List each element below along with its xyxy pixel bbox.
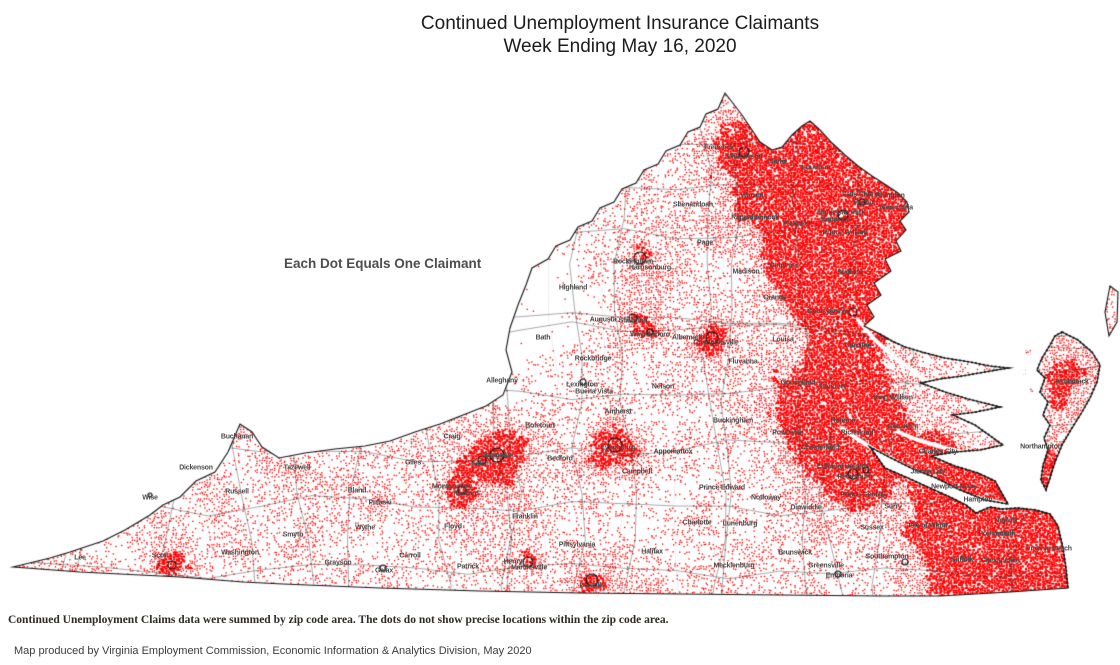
footnote-data-note: Continued Unemployment Claims data were … [8, 614, 669, 626]
footnote-credit: Map produced by Virginia Employment Comm… [14, 645, 532, 657]
